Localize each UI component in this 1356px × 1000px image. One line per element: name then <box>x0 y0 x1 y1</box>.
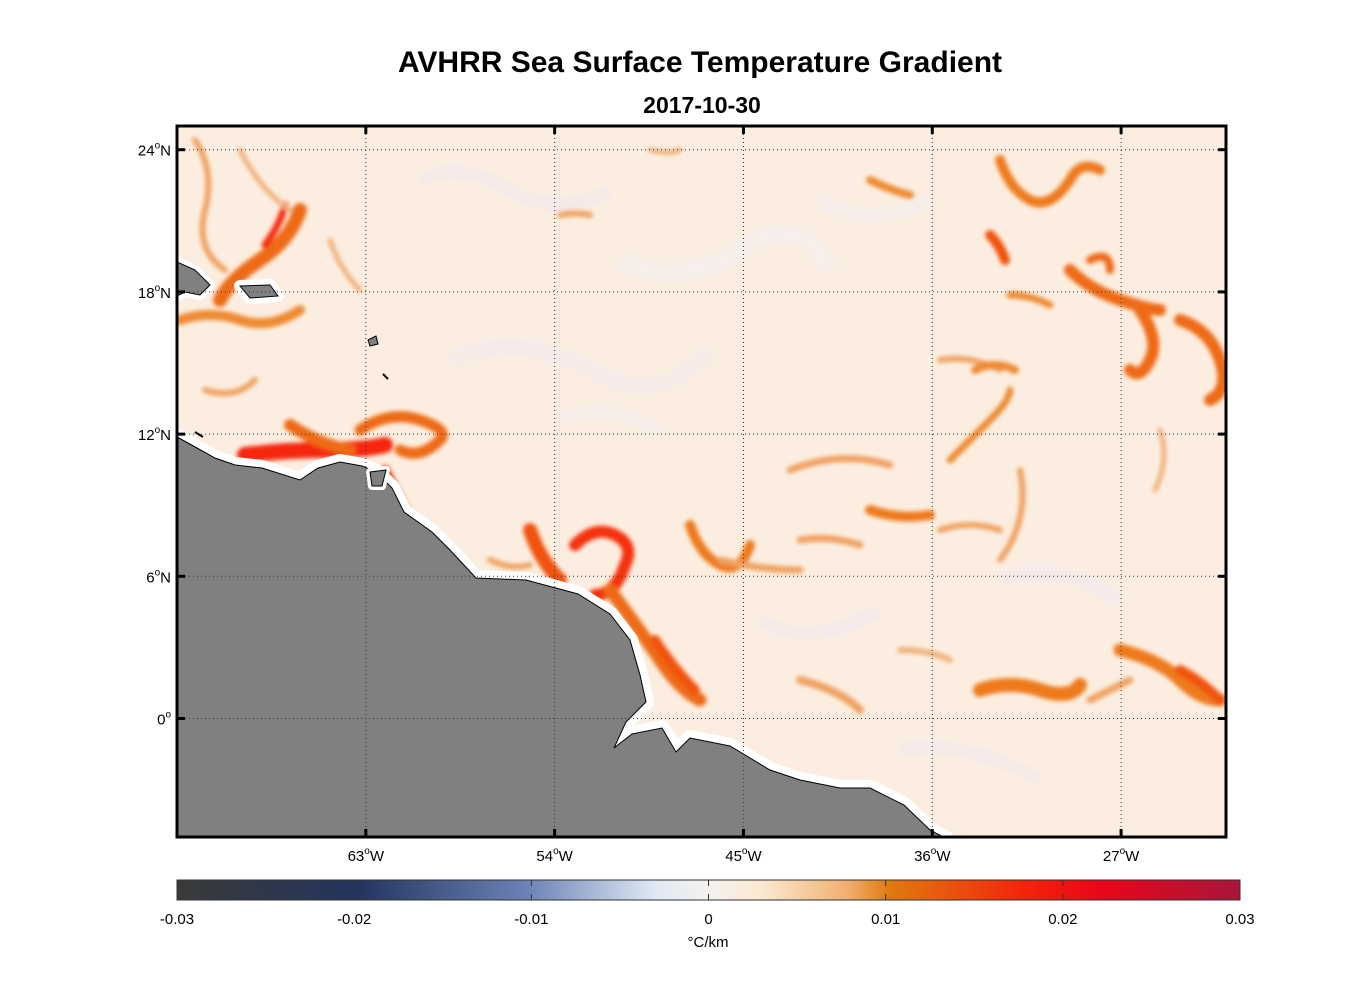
map-title: AVHRR Sea Surface Temperature Gradient <box>397 46 1003 79</box>
lat-tick-label: 0o <box>157 710 171 729</box>
lat-tick-label: 24oN <box>138 141 171 160</box>
lat-tick-label: 18oN <box>138 283 171 302</box>
lon-tick-label: 63oW <box>348 846 385 865</box>
lon-tick-label: 54oW <box>536 846 573 865</box>
background-texture <box>416 165 1125 787</box>
colorbar-ticks: -0.03 -0.02 -0.01 0 0.01 0.02 0.03 <box>160 880 1255 928</box>
lon-tick-label: 27oW <box>1103 846 1140 865</box>
colorbar-tick-label: -0.03 <box>160 911 194 928</box>
colorbar-tick-label: 0 <box>704 911 712 928</box>
land-masses <box>177 257 953 837</box>
colorbar-tick-label: 0.02 <box>1048 911 1077 928</box>
colorbar-tick-label: -0.01 <box>514 911 548 928</box>
colorbar-tick-label: 0.03 <box>1225 911 1254 928</box>
lon-tick-label: 45oW <box>725 846 762 865</box>
lat-tick-label: 12oN <box>138 425 171 444</box>
lon-tick-label: 36oW <box>914 846 951 865</box>
map-frame <box>175 124 1228 839</box>
graticule <box>177 126 1226 837</box>
colorbar-tick-label: 0.01 <box>871 911 900 928</box>
colorbar-unit: °C/km <box>688 934 729 951</box>
map-subtitle: 2017-10-30 <box>643 92 761 118</box>
colorbar-tick-label: -0.02 <box>337 911 371 928</box>
axis-ticks: 63oW 54oW 45oW 36oW 27oW 24oN 18oN 12oN 6oN 0o <box>138 126 1226 865</box>
gradient-field <box>177 137 1226 837</box>
gradient-fronts <box>177 137 1226 714</box>
lat-tick-label: 6oN <box>146 567 171 586</box>
